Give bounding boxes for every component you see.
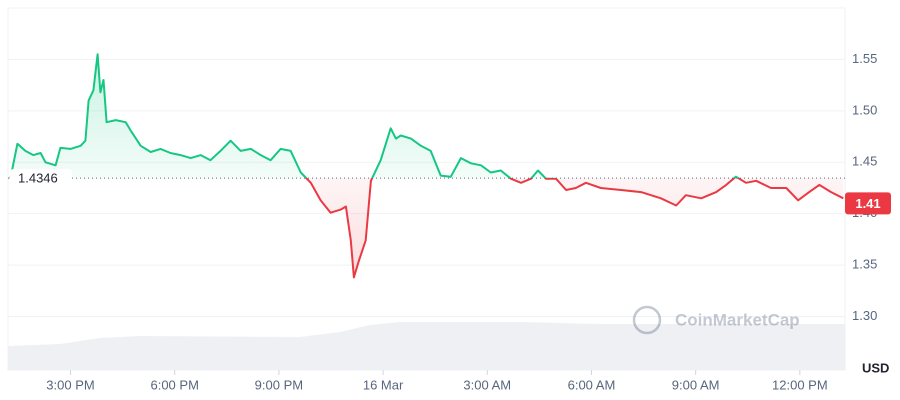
x-tick-label: 6:00 PM: [150, 377, 198, 392]
y-tick-label: 1.45: [852, 154, 877, 169]
baseline-label: 1.4346: [18, 171, 58, 186]
price-line: [9, 53, 844, 279]
baseline-label-box: [10, 169, 72, 188]
watermark-group: CoinMarketCap: [632, 305, 800, 335]
volume-area: [8, 322, 845, 370]
unit-label: USD: [862, 360, 889, 375]
watermark: CoinMarketCap: [675, 310, 800, 329]
last-price-tag: [845, 192, 891, 215]
watermark-logo: [632, 305, 662, 335]
x-tick-label: 3:00 AM: [463, 377, 511, 392]
price-area: [10, 54, 844, 278]
y-tick-label: 1.50: [852, 102, 877, 117]
y-tick-label: 1.30: [852, 308, 877, 323]
last-price-label: 1.41: [855, 196, 880, 211]
x-tick-label: 12:00 PM: [772, 377, 828, 392]
y-tick-label: 1.35: [852, 257, 877, 272]
x-tick-label: 9:00 AM: [672, 377, 720, 392]
x-tick-label: 3:00 PM: [46, 377, 94, 392]
y-tick-label: 1.55: [852, 51, 877, 66]
x-tick-label: 16 Mar: [363, 377, 404, 392]
x-tick-label: 6:00 AM: [568, 377, 616, 392]
x-tick-label: 9:00 PM: [255, 377, 303, 392]
